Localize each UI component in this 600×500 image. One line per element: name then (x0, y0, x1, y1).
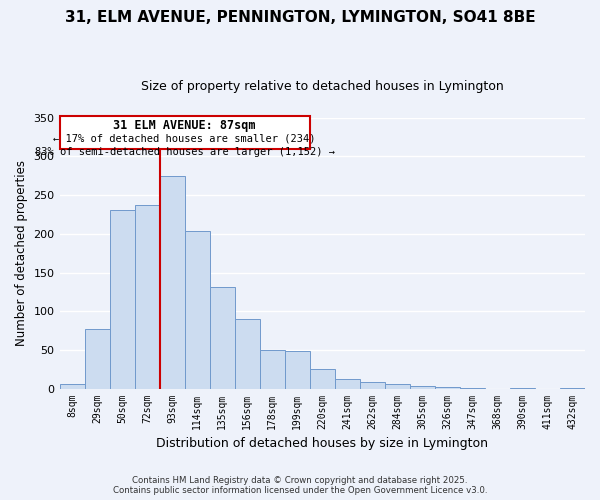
Text: 31 ELM AVENUE: 87sqm: 31 ELM AVENUE: 87sqm (113, 119, 256, 132)
Bar (410, 386, 435, 388)
Bar (209, 287, 235, 388)
Bar (260, 350, 285, 389)
Text: ← 17% of detached houses are smaller (234): ← 17% of detached houses are smaller (23… (53, 134, 316, 144)
Bar (310, 369, 335, 388)
Bar (435, 387, 460, 388)
Text: 83% of semi-detached houses are larger (1,152) →: 83% of semi-detached houses are larger (… (35, 148, 335, 158)
Bar (85, 329, 110, 388)
FancyBboxPatch shape (59, 116, 310, 148)
Text: Contains HM Land Registry data © Crown copyright and database right 2025.
Contai: Contains HM Land Registry data © Crown c… (113, 476, 487, 495)
Bar (360, 382, 385, 388)
Bar (134, 205, 160, 388)
Bar (235, 319, 260, 388)
Bar (335, 380, 360, 388)
Bar (160, 176, 185, 388)
Bar (285, 350, 310, 389)
Y-axis label: Number of detached properties: Number of detached properties (15, 160, 28, 346)
Bar (110, 210, 134, 388)
Bar (185, 230, 209, 388)
Title: Size of property relative to detached houses in Lymington: Size of property relative to detached ho… (141, 80, 503, 93)
X-axis label: Distribution of detached houses by size in Lymington: Distribution of detached houses by size … (156, 437, 488, 450)
Text: 31, ELM AVENUE, PENNINGTON, LYMINGTON, SO41 8BE: 31, ELM AVENUE, PENNINGTON, LYMINGTON, S… (65, 10, 535, 25)
Bar (385, 384, 410, 388)
Bar (59, 384, 85, 388)
